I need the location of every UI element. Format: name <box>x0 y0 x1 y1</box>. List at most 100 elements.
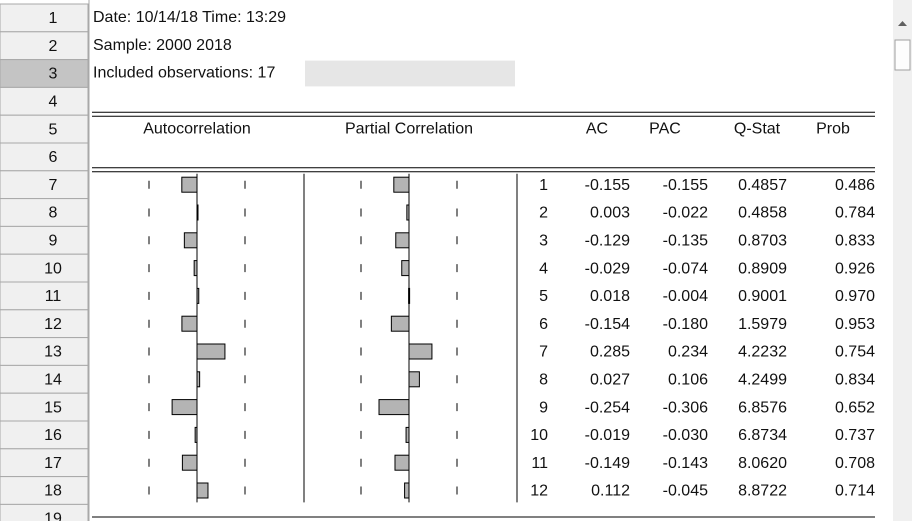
ac-value: 0.112 <box>591 483 630 500</box>
row-header-cell[interactable] <box>0 309 89 339</box>
q-stat-value: 0.9001 <box>738 288 787 305</box>
q-stat-value: 0.4858 <box>738 205 787 222</box>
column-header: Prob <box>816 120 850 137</box>
ac-bar <box>194 426 198 443</box>
ac-bar <box>181 454 198 471</box>
row-number: 10 <box>44 260 62 277</box>
pac-value: 0.234 <box>668 344 708 361</box>
q-stat-value: 4.2232 <box>738 344 787 361</box>
prob-value: 0.486 <box>835 177 875 194</box>
pac-value: -0.074 <box>663 260 708 277</box>
ac-value: -0.129 <box>585 233 630 250</box>
ac-bar <box>196 204 199 221</box>
scroll-thumb[interactable] <box>894 39 911 71</box>
lag: 12 <box>530 483 548 500</box>
selected-cell <box>305 60 515 87</box>
ac-bar <box>196 343 226 360</box>
q-stat-value: 6.8576 <box>738 399 787 416</box>
row-number: 17 <box>44 455 62 472</box>
prob-value: 0.714 <box>835 483 875 500</box>
lag: 5 <box>539 288 548 305</box>
row-header-cell[interactable] <box>0 86 89 116</box>
ac-value: -0.149 <box>585 455 630 472</box>
lag: 1 <box>539 177 548 194</box>
prob-value: 0.754 <box>835 344 875 361</box>
prob-value: 0.834 <box>835 372 875 389</box>
pac-value: -0.135 <box>663 233 708 250</box>
lag: 6 <box>539 316 548 333</box>
row-header-cell[interactable] <box>0 31 89 61</box>
row-number: 4 <box>49 94 58 111</box>
row-number: 3 <box>49 66 58 83</box>
observations-line: Included observations: 17 <box>93 65 275 82</box>
row-number: 16 <box>44 427 62 444</box>
prob-value: 0.784 <box>835 205 875 222</box>
row-number: 15 <box>44 399 62 416</box>
row-number: 8 <box>49 205 58 222</box>
row-header-cell[interactable] <box>0 337 89 366</box>
pac-bar <box>390 315 410 332</box>
lag: 7 <box>539 344 548 361</box>
row-number: 14 <box>44 372 62 389</box>
q-stat-value: 0.8909 <box>738 260 787 277</box>
row-header-cell[interactable] <box>0 198 89 227</box>
row-header-cell[interactable] <box>0 476 89 505</box>
date-line: Date: 10/14/18 Time: 13:29 <box>93 9 286 26</box>
column-header: Partial Correlation <box>345 120 473 137</box>
row-number: 19 <box>44 511 62 521</box>
ac-bar <box>183 232 198 249</box>
row-header-cell[interactable] <box>0 170 89 200</box>
lag: 2 <box>539 205 548 222</box>
prob-value: 0.652 <box>835 399 875 416</box>
row-number: 12 <box>44 316 62 333</box>
row-header-cell[interactable] <box>0 3 89 33</box>
row-header-cell[interactable] <box>0 225 89 255</box>
row-header-cell[interactable] <box>0 114 89 144</box>
pac-value: -0.022 <box>663 205 708 222</box>
ac-value: 0.003 <box>590 205 630 222</box>
row-number: 1 <box>49 10 58 27</box>
row-header-cell[interactable] <box>0 59 89 88</box>
pac-value: -0.143 <box>663 455 708 472</box>
row-number: 7 <box>49 177 58 194</box>
row-header-cell[interactable] <box>0 420 89 450</box>
lag: 10 <box>530 427 548 444</box>
row-header-cell[interactable] <box>0 392 89 422</box>
row-header-cell[interactable] <box>0 281 89 311</box>
ac-value: 0.027 <box>590 372 630 389</box>
row-header-cell[interactable] <box>0 253 89 283</box>
row-header-cell[interactable] <box>0 364 89 394</box>
ac-bar <box>196 371 201 388</box>
prob-value: 0.926 <box>835 260 875 277</box>
column-header: AC <box>586 120 608 137</box>
pac-bar <box>405 426 410 443</box>
q-stat-value: 0.8703 <box>738 233 787 250</box>
pac-value: -0.030 <box>663 427 708 444</box>
lag: 4 <box>539 260 548 277</box>
prob-value: 0.737 <box>835 427 875 444</box>
row-header-cell[interactable] <box>0 448 89 478</box>
q-stat-value: 4.2499 <box>738 372 787 389</box>
prob-value: 0.953 <box>835 316 875 333</box>
prob-value: 0.970 <box>835 288 875 305</box>
scroll-up-arrow[interactable] <box>898 21 907 26</box>
pac-value: -0.180 <box>663 316 708 333</box>
row-number: 6 <box>49 149 58 166</box>
row-header-cell[interactable] <box>0 503 89 521</box>
lag: 3 <box>539 233 548 250</box>
pac-value: -0.045 <box>663 483 708 500</box>
q-stat-value: 8.8722 <box>738 483 787 500</box>
pac-bar <box>408 287 411 304</box>
ac-bar <box>196 287 200 304</box>
q-stat-value: 0.4857 <box>738 177 787 194</box>
column-header: PAC <box>649 120 681 137</box>
ac-value: 0.018 <box>590 288 630 305</box>
prob-value: 0.833 <box>835 233 875 250</box>
row-header-cell[interactable] <box>0 142 89 172</box>
row-number: 2 <box>49 38 58 55</box>
row-number: 18 <box>44 483 62 500</box>
scrollbar[interactable] <box>893 0 912 521</box>
